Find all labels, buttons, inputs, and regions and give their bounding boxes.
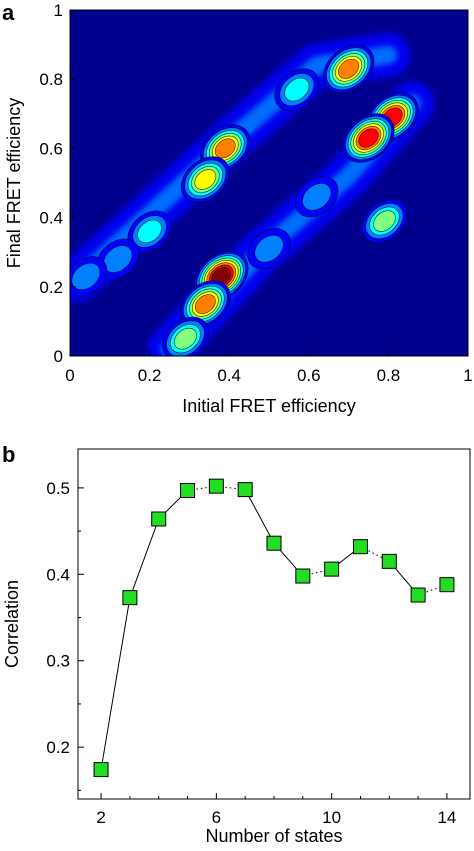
panel-a-label: a — [2, 0, 15, 25]
x-tick-label: 10 — [322, 808, 341, 827]
data-point — [266, 535, 282, 551]
contour-level — [174, 327, 197, 350]
line-y-axis-title: Correlation — [2, 580, 22, 668]
data-point — [208, 478, 224, 494]
heatmap-frame — [69, 9, 469, 357]
data-point — [151, 511, 167, 527]
heatmap-axes: 0 0.2 0.4 0.6 0.8 1 0 0.2 0.4 0.6 0.8 1 — [39, 1, 472, 385]
density-peak — [180, 156, 230, 203]
x-tick-label: 0.6 — [297, 366, 321, 385]
heatmap-x-axis-title: Initial FRET efficiency — [182, 396, 355, 416]
density-peak — [162, 316, 209, 356]
x-tick-label: 0.2 — [138, 366, 162, 385]
data-point — [295, 568, 311, 584]
line-plot-series — [93, 478, 455, 778]
contour-level — [194, 169, 217, 190]
density-peak — [274, 68, 320, 111]
x-tick-label: 0 — [65, 366, 74, 385]
series-segment — [129, 518, 160, 598]
contour-level — [214, 138, 236, 159]
x-tick-label: 0.8 — [377, 366, 401, 385]
density-peak — [361, 199, 408, 243]
density-peak — [342, 113, 395, 163]
y-tick-label: 0.3 — [46, 652, 70, 671]
y-tick-label: 0.4 — [46, 565, 70, 584]
panel-b-label: b — [2, 442, 15, 467]
series-segment — [100, 597, 131, 770]
data-point — [324, 561, 340, 577]
data-point — [93, 762, 109, 778]
heatmap-plot-area — [70, 10, 468, 356]
panel-a: a 0 0.2 0.4 0.6 0.8 1 0 0.2 0.4 0.6 0.8 1 Initial F… — [2, 0, 473, 416]
line-plot-axes: 2 6 10 14 0.2 0.3 0.4 0.5 — [46, 479, 456, 827]
contour-level — [338, 58, 360, 79]
line-plot-frame — [77, 448, 471, 800]
line-x-axis-title: Number of states — [205, 826, 342, 846]
contour-level — [302, 183, 332, 211]
x-tick-label: 14 — [437, 808, 456, 827]
x-tick-label: 1 — [463, 366, 472, 385]
heatmap-y-axis-title: Final FRET efficiency — [4, 98, 24, 268]
contour-level — [373, 210, 396, 232]
y-tick-label: 0.2 — [39, 278, 63, 297]
contour-level — [358, 128, 379, 148]
density-peak — [247, 228, 291, 270]
y-tick-label: 0.6 — [39, 139, 63, 158]
contour-level — [254, 234, 284, 263]
density-peak — [323, 44, 375, 94]
density-peak — [295, 176, 339, 218]
data-point — [237, 482, 253, 498]
y-tick-label: 1 — [54, 1, 63, 20]
y-tick-label: 0 — [54, 347, 63, 366]
contour-level — [194, 294, 216, 314]
data-point — [381, 553, 397, 569]
x-tick-label: 2 — [96, 808, 105, 827]
density-peak — [200, 124, 251, 173]
data-point — [439, 577, 455, 593]
heatmap-density-layers — [70, 32, 435, 356]
panel-b: b 2 6 10 14 0.2 0.3 0.4 0.5 Number of states Co… — [2, 442, 471, 846]
data-point — [352, 539, 368, 555]
y-tick-label: 0.4 — [39, 209, 63, 228]
data-point — [410, 587, 426, 603]
data-point — [122, 590, 138, 606]
x-tick-label: 6 — [212, 808, 221, 827]
density-peak — [127, 210, 172, 253]
y-tick-label: 0.2 — [46, 738, 70, 757]
y-tick-label: 0.8 — [39, 70, 63, 89]
data-point — [180, 482, 196, 498]
contour-level — [137, 219, 162, 244]
y-tick-label: 0.5 — [46, 479, 70, 498]
contour-level — [284, 77, 310, 102]
x-tick-label: 0.4 — [217, 366, 241, 385]
series-segment — [244, 489, 275, 544]
